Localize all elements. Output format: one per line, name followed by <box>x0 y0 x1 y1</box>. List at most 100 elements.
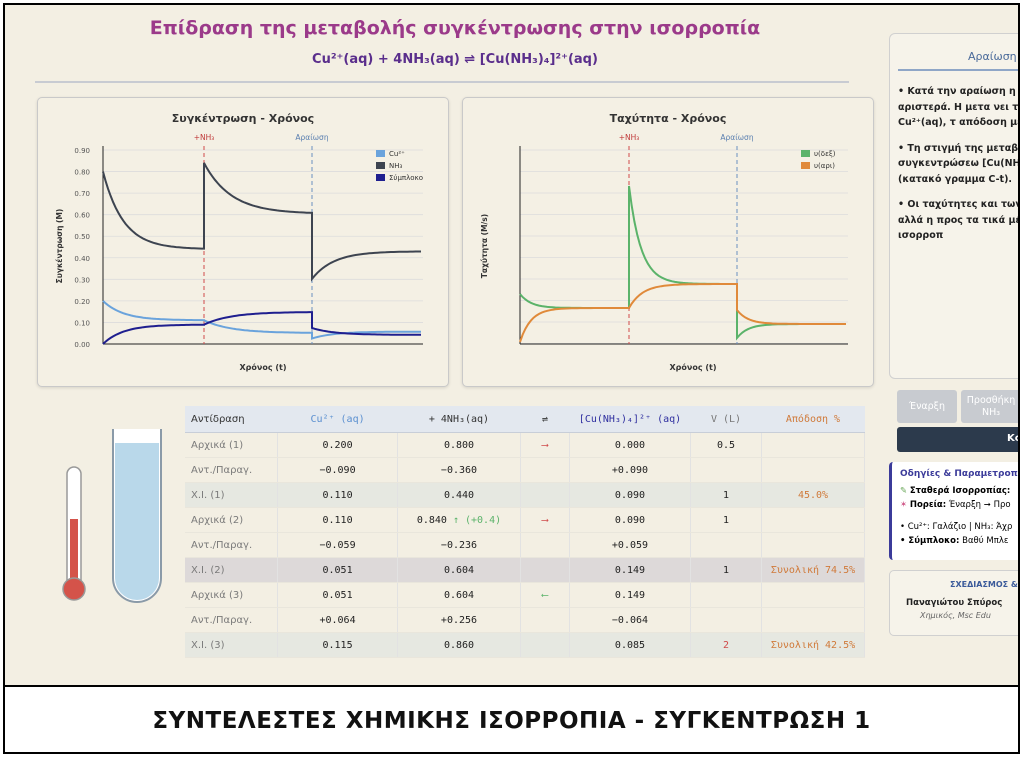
y-tick-label: 0.10 <box>74 319 90 327</box>
complex-cell: 0.090 <box>569 507 692 533</box>
instruction-path-label: Πορεία: <box>909 500 947 510</box>
legend-swatch-cu <box>376 150 385 157</box>
apparatus-drawing <box>62 429 162 603</box>
arrow-cell: ⟶ <box>520 432 570 458</box>
col-nh3: + 4NH₃(aq) <box>397 406 521 433</box>
complex-cell: −0.064 <box>569 607 692 633</box>
rate-chart-title: Ταχύτητα - Χρόνος <box>609 112 727 125</box>
complex-cell: 0.085 <box>569 632 692 658</box>
y-axis-label: Ταχύτητα (M/s) <box>480 214 489 278</box>
instructions-panel: Οδηγίες & Παραμετροποίη ✎ Σταθερά Ισορρο… <box>889 462 1018 560</box>
table-row: Χ.Ι. (3) 0.115 0.860 0.085 2 Συνολική 42.5% <box>185 632 866 658</box>
row-label: Χ.Ι. (3) <box>185 632 278 658</box>
nh3-cell: −0.360 <box>397 457 521 483</box>
add-nh3-button[interactable]: Προσθήκη NH₃ <box>961 390 1018 423</box>
nh3-value: 0.604 <box>443 564 475 576</box>
table-row: Αντ./Παραγ. −0.059 −0.236 +0.059 <box>185 532 866 558</box>
arrow-cell <box>520 482 570 508</box>
table-header-row: Αντίδραση Cu²⁺ (aq) + 4NH₃(aq) ⇌ [Cu(NH₃… <box>185 406 865 433</box>
yield-cell <box>761 532 866 558</box>
series-line-reverse <box>519 283 846 343</box>
yield-cell <box>761 432 866 458</box>
nh3-cell: 0.604 <box>397 582 521 608</box>
legend-label-reverse: υ(αρι) <box>814 162 835 170</box>
ice-table: Αντίδραση Cu²⁺ (aq) + 4NH₃(aq) ⇌ [Cu(NH₃… <box>185 406 866 658</box>
cu-cell: 0.115 <box>277 632 399 658</box>
col-complex: [Cu(NH₃)₄]²⁺ (aq) <box>569 406 691 433</box>
row-label: Αντ./Παραγ. <box>185 457 278 483</box>
series-line-nh3 <box>102 162 421 282</box>
nh3-value: 0.840 <box>416 514 447 526</box>
cu-cell: −0.059 <box>277 532 399 558</box>
credits-title: ΣΧΕΔΙΑΣΜΟΣ & <box>950 580 1018 589</box>
table-row: Αντ./Παραγ. −0.090 −0.360 +0.090 <box>185 457 866 483</box>
event-label-dilution: Αραίωση <box>295 133 328 142</box>
author-role: Χημικός, Msc Edu <box>920 611 991 620</box>
table-row: Αρχικά (1) 0.200 0.800 ⟶ 0.000 0.5 <box>185 432 866 458</box>
y-tick-label: 0.30 <box>74 276 90 284</box>
row-label: Αρχικά (3) <box>185 582 278 608</box>
reaction-equation: Cu²⁺(aq) + 4NH₃(aq) ⇌ [Cu(NH₃)₄]²⁺(aq) <box>312 52 598 67</box>
row-label: Αντ./Παραγ. <box>185 607 278 633</box>
volume-cell: 1 <box>690 482 762 508</box>
volume-cell <box>690 457 762 483</box>
start-button[interactable]: Έναρξη <box>897 390 957 423</box>
table-row: Χ.Ι. (1) 0.110 0.440 0.090 1 45.0% <box>185 482 866 508</box>
complex-cell: 0.149 <box>569 557 692 583</box>
arrow-right-icon: ⟶ <box>541 514 548 526</box>
col-cu: Cu²⁺ (aq) <box>277 406 398 433</box>
magic-icon: ✶ <box>900 500 908 510</box>
table-row: Αντ./Παραγ. +0.064 +0.256 −0.064 <box>185 607 866 633</box>
rate-legend: υ(δεξ) υ(αρι) <box>801 150 836 170</box>
x-axis-label: Χρόνος (t) <box>670 362 717 372</box>
instruction-path-text: Έναρξη ➞ Προ <box>946 500 1011 510</box>
row-label: Χ.Ι. (2) <box>185 557 278 583</box>
arrow-cell <box>520 457 570 483</box>
complex-cell: +0.090 <box>569 457 692 483</box>
page-title: Επίδραση της μεταβολής συγκέντρωσης στην… <box>149 17 761 39</box>
nh3-value: 0.860 <box>443 639 475 651</box>
rate-chart-panel: Ταχύτητα - Χρόνος +NH₃ Αραίωση Ταχύτητα … <box>462 97 874 387</box>
add-nh3-sub: NH₃ <box>981 406 1001 418</box>
nh3-cell: 0.800 <box>397 432 521 458</box>
legend-swatch-nh3 <box>376 162 385 169</box>
instruction-constant: ✎ Σταθερά Ισορροπίας: <box>900 486 1018 496</box>
cu-cell: +0.064 <box>277 607 399 633</box>
x-axis-label: Χρόνος (t) <box>240 362 287 372</box>
legend-label-nh3: NH₃ <box>389 162 403 170</box>
yield-cell: 45.0% <box>761 482 866 508</box>
nh3-cell: +0.256 <box>397 607 521 633</box>
arrow-cell <box>520 632 570 658</box>
nh3-value: 0.604 <box>443 589 475 601</box>
table-row: Αρχικά (2) 0.110 0.840 ↑ (+0.4) ⟶ 0.090 1 <box>185 507 866 533</box>
arrow-cell <box>520 557 570 583</box>
complex-cell: 0.000 <box>569 432 692 458</box>
arrow-left-icon: ⟵ <box>541 589 548 601</box>
volume-cell: 0.5 <box>690 432 762 458</box>
test-tube-icon <box>112 429 162 603</box>
arrow-right-icon: ⟶ <box>541 439 548 451</box>
event-label-dilution: Αραίωση <box>720 133 753 142</box>
y-tick-label: 0.60 <box>74 212 90 220</box>
arrow-cell <box>520 607 570 633</box>
nh3-cell: 0.604 <box>397 557 521 583</box>
yield-cell: Συνολική 74.5% <box>761 557 866 583</box>
nh3-value: +0.256 <box>440 614 478 626</box>
legend-swatch-complex <box>376 174 385 181</box>
yield-cell <box>761 457 866 483</box>
y-axis-label: Συγκέντρωση (M) <box>55 209 64 284</box>
nh3-value: −0.236 <box>440 539 478 551</box>
y-tick-label: 0.00 <box>74 341 90 349</box>
legend-label-complex: Σύμπλοκο <box>389 174 423 182</box>
concentration-chart-title: Συγκέντρωση - Χρόνος <box>171 112 315 125</box>
col-yield: Απόδοση % <box>761 406 865 433</box>
complex-cell: 0.090 <box>569 482 692 508</box>
y-tick-label: 0.70 <box>74 190 90 198</box>
yield-cell <box>761 507 866 533</box>
cu-cell: 0.110 <box>277 507 399 533</box>
explanation-paragraph-1: • Κατά την αραίωση η ισ προς τα αριστερά… <box>898 86 1018 128</box>
volume-cell <box>690 532 762 558</box>
nh3-cell: 0.860 <box>397 632 521 658</box>
screenshot-frame: Επίδραση της μεταβολής συγκέντρωσης στην… <box>3 3 1020 754</box>
nh3-cell: −0.236 <box>397 532 521 558</box>
